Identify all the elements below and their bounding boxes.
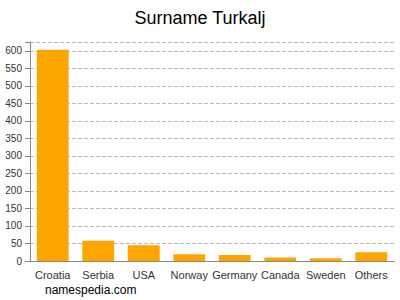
svg-text:350: 350 bbox=[5, 133, 22, 144]
svg-text:550: 550 bbox=[5, 63, 22, 74]
svg-text:Serbia: Serbia bbox=[82, 269, 115, 281]
svg-text:450: 450 bbox=[5, 98, 22, 109]
svg-text:namespedia.com: namespedia.com bbox=[45, 283, 136, 297]
svg-text:Canada: Canada bbox=[261, 269, 300, 281]
svg-text:Croatia: Croatia bbox=[35, 269, 71, 281]
svg-text:400: 400 bbox=[5, 115, 22, 126]
svg-text:200: 200 bbox=[5, 185, 22, 196]
svg-text:300: 300 bbox=[5, 150, 22, 161]
svg-text:Sweden: Sweden bbox=[306, 269, 346, 281]
svg-text:50: 50 bbox=[11, 238, 23, 249]
svg-text:Surname Turkalj: Surname Turkalj bbox=[134, 8, 265, 28]
svg-text:600: 600 bbox=[5, 45, 22, 56]
svg-text:Norway: Norway bbox=[171, 269, 209, 281]
svg-text:100: 100 bbox=[5, 220, 22, 231]
svg-text:USA: USA bbox=[132, 269, 155, 281]
svg-text:500: 500 bbox=[5, 80, 22, 91]
svg-text:0: 0 bbox=[16, 256, 22, 267]
svg-text:Others: Others bbox=[355, 269, 389, 281]
svg-text:Germany: Germany bbox=[212, 269, 258, 281]
svg-text:250: 250 bbox=[5, 168, 22, 179]
svg-text:150: 150 bbox=[5, 203, 22, 214]
